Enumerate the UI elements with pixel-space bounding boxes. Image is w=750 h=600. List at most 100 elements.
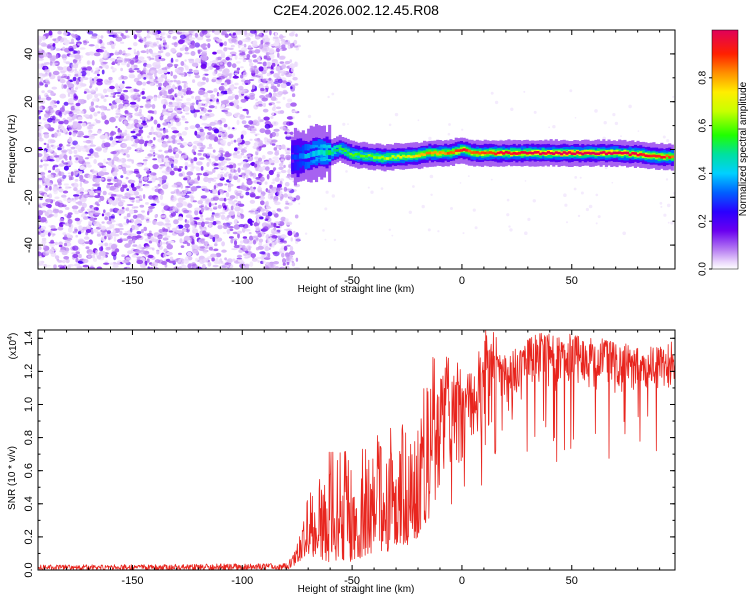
noise-blob — [101, 213, 105, 217]
noise-blob — [113, 177, 119, 182]
ridge-cell — [357, 153, 361, 156]
noise-blob — [234, 82, 239, 86]
noise-blob — [162, 228, 169, 233]
noise-blob — [57, 226, 64, 231]
noise-blob — [201, 50, 208, 54]
noise-blob — [48, 241, 55, 244]
noise-blob — [268, 77, 272, 81]
ridge-cell — [657, 154, 661, 158]
noise-blob — [249, 171, 253, 177]
noise-blob — [122, 99, 129, 104]
noise-blob — [207, 90, 214, 94]
noise-blob — [277, 83, 281, 87]
noise-blob — [282, 258, 286, 264]
noise-blob — [173, 195, 177, 200]
noise-blob — [280, 70, 287, 75]
ridge-cell — [296, 154, 300, 160]
ridge-cell — [568, 151, 572, 154]
noise-blob — [156, 123, 161, 128]
noise-blob — [61, 83, 64, 89]
noise-blob — [83, 99, 87, 104]
noise-speck — [331, 194, 335, 198]
noise-blob — [237, 233, 240, 239]
noise-blob — [44, 166, 47, 171]
noise-speck — [670, 221, 674, 225]
noise-blob — [275, 66, 281, 72]
noise-blob — [126, 146, 132, 151]
noise-blob — [90, 101, 94, 106]
noise-blob — [106, 41, 112, 46]
ridge-cell — [312, 150, 316, 157]
ridge-cell — [507, 151, 511, 155]
noise-blob — [187, 227, 191, 230]
ridge-cell — [478, 152, 482, 155]
noise-blob — [126, 112, 133, 115]
noise-blob — [46, 96, 52, 101]
noise-blob — [208, 217, 215, 222]
noise-blob — [203, 68, 209, 72]
noise-blob — [266, 66, 272, 69]
ridge-cell — [457, 149, 461, 152]
noise-blob — [170, 57, 174, 63]
noise-blob — [92, 228, 99, 233]
noise-blob — [109, 262, 114, 266]
noise-blob — [71, 197, 74, 201]
noise-blob — [156, 200, 160, 204]
noise-blob — [276, 101, 281, 104]
spectrogram-y-tick-label: -20 — [23, 189, 35, 205]
noise-blob — [123, 89, 129, 93]
noise-blob — [252, 235, 259, 238]
noise-blob — [71, 183, 75, 186]
noise-blob — [55, 48, 61, 52]
noise-blob — [191, 32, 196, 37]
noise-blob — [259, 194, 263, 200]
noise-blob — [146, 180, 153, 184]
ridge-cell — [475, 151, 479, 154]
noise-blob — [274, 110, 279, 114]
ridge-cell — [315, 150, 319, 157]
noise-blob — [175, 258, 179, 263]
noise-blob — [253, 186, 256, 190]
noise-blob — [109, 85, 115, 90]
noise-blob — [126, 158, 133, 162]
noise-blob — [89, 249, 93, 255]
noise-blob — [110, 164, 117, 168]
noise-blob — [287, 230, 293, 236]
noise-blob — [286, 121, 293, 126]
noise-blob — [250, 125, 255, 129]
noise-blob — [206, 98, 210, 104]
noise-blob — [53, 264, 57, 269]
figure-title: C2E4.2026.002.12.45.R08 — [273, 2, 439, 18]
noise-blob — [287, 132, 292, 134]
noise-blob — [146, 48, 149, 55]
noise-blob — [57, 147, 62, 151]
noise-blob — [273, 199, 278, 203]
noise-blob — [252, 239, 257, 245]
noise-blob — [45, 204, 52, 208]
noise-blob — [248, 79, 255, 81]
noise-blob — [213, 207, 218, 210]
noise-blob — [62, 190, 69, 194]
noise-blob — [262, 108, 269, 113]
noise-blob — [45, 198, 52, 203]
noise-blob — [226, 30, 231, 33]
noise-blob — [89, 83, 93, 88]
noise-blob — [146, 33, 150, 38]
noise-blob — [80, 77, 84, 83]
ridge-cell — [333, 149, 337, 152]
noise-blob — [230, 85, 235, 91]
noise-blob — [206, 146, 214, 150]
noise-blob — [113, 254, 117, 261]
noise-blob — [133, 52, 138, 55]
ridge-cell — [380, 155, 384, 159]
noise-speck — [429, 174, 434, 179]
colorbar-ticks: 0.00.20.40.60.8 — [698, 70, 712, 276]
noise-blob — [72, 44, 77, 50]
noise-blob — [42, 183, 46, 186]
noise-blob — [95, 87, 98, 92]
noise-blob — [77, 238, 85, 244]
ridge-cell — [359, 154, 363, 158]
noise-blob — [279, 247, 286, 253]
noise-blob — [76, 79, 80, 85]
noise-blob — [176, 80, 181, 85]
